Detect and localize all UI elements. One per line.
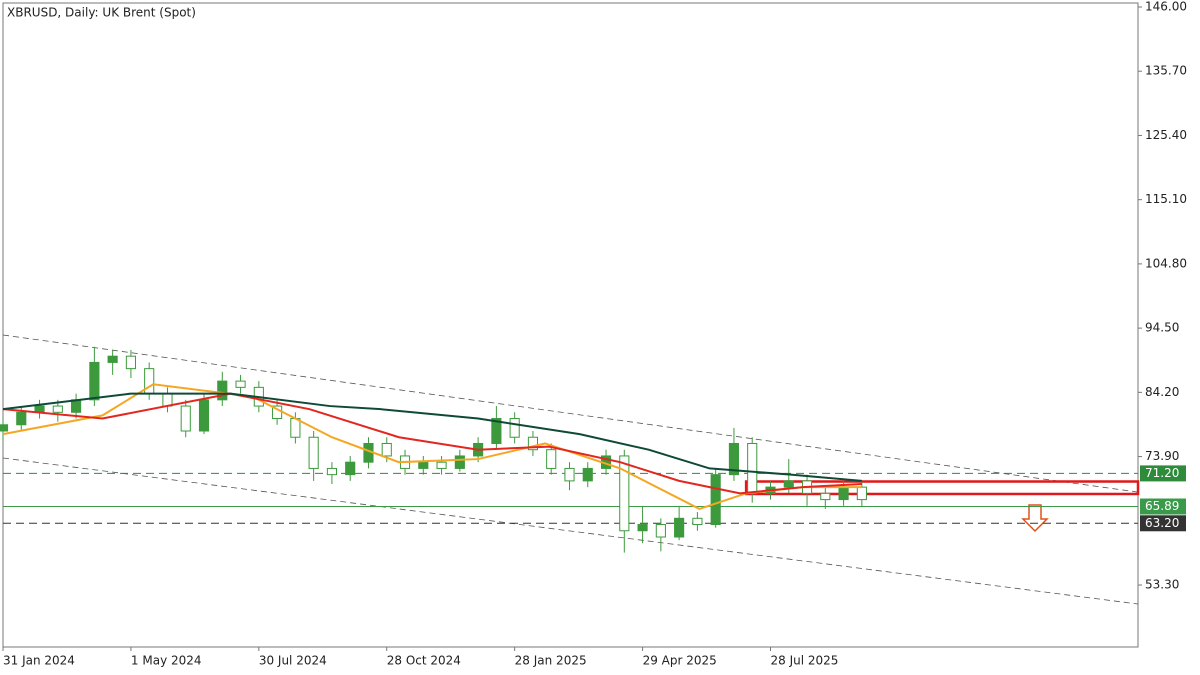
zone bbox=[744, 480, 1140, 496]
candle-body bbox=[290, 418, 301, 438]
candle-body bbox=[107, 355, 118, 363]
y-tick-label: 53.30 bbox=[1145, 578, 1179, 592]
candle-body bbox=[838, 486, 849, 501]
y-tick-label: 94.50 bbox=[1145, 321, 1179, 335]
x-tick-label: 1 May 2024 bbox=[131, 654, 202, 668]
candle-body bbox=[381, 442, 392, 457]
moving-average bbox=[2, 392, 862, 495]
channel-line bbox=[2, 457, 1139, 605]
candle-body bbox=[308, 436, 319, 469]
candle-body bbox=[418, 461, 429, 469]
candle-body bbox=[235, 380, 246, 388]
candle-body bbox=[16, 411, 27, 426]
candle-body bbox=[637, 524, 648, 532]
candle-body bbox=[527, 436, 539, 451]
candle-body bbox=[655, 524, 666, 538]
y-tick-label: 104.80 bbox=[1145, 256, 1187, 270]
level-label: 63.20 bbox=[1145, 516, 1179, 530]
candle-body bbox=[0, 424, 9, 432]
candle-body bbox=[162, 393, 173, 407]
x-tick-label: 30 Jul 2024 bbox=[259, 654, 327, 668]
candle-body bbox=[217, 380, 228, 401]
x-tick-label: 31 Jan 2024 bbox=[3, 654, 75, 668]
chart-title: XBRUSD, Daily: UK Brent (Spot) bbox=[7, 6, 196, 20]
candle-body bbox=[454, 455, 465, 469]
candle-body bbox=[856, 486, 867, 501]
candle-body bbox=[582, 467, 593, 482]
candle-body bbox=[345, 461, 356, 476]
candle-body bbox=[710, 474, 721, 526]
candle-body bbox=[509, 418, 520, 438]
candle-body bbox=[71, 399, 82, 413]
candle-body bbox=[326, 467, 337, 476]
x-tick-label: 28 Jul 2025 bbox=[770, 654, 838, 668]
moving-average bbox=[2, 392, 862, 482]
y-tick-label: 146.00 bbox=[1145, 0, 1187, 13]
candle-body bbox=[52, 405, 63, 413]
level-label: 71.20 bbox=[1145, 466, 1179, 480]
y-tick-label: 115.10 bbox=[1145, 192, 1187, 206]
candle-body bbox=[491, 418, 502, 444]
candle-body bbox=[89, 361, 100, 401]
candle-body bbox=[820, 492, 831, 501]
x-tick-label: 28 Jan 2025 bbox=[515, 654, 587, 668]
candle-body bbox=[747, 442, 758, 494]
candle-body bbox=[674, 517, 685, 538]
level-label-bg bbox=[1140, 465, 1186, 482]
y-tick-label: 73.90 bbox=[1145, 449, 1179, 463]
candle-body bbox=[546, 449, 557, 469]
level-label-bg bbox=[1140, 498, 1186, 515]
candle-body bbox=[619, 455, 630, 532]
x-tick-label: 28 Oct 2024 bbox=[387, 654, 461, 668]
y-tick-label: 84.20 bbox=[1145, 385, 1179, 399]
level-label-bg bbox=[1140, 515, 1186, 532]
candle-body bbox=[198, 399, 210, 432]
candle-body bbox=[125, 355, 136, 370]
candle-body bbox=[728, 442, 740, 476]
channel-line bbox=[2, 334, 1139, 493]
plot-frame bbox=[2, 2, 1139, 648]
x-tick-label: 29 Apr 2025 bbox=[643, 654, 717, 668]
candle-body bbox=[180, 405, 191, 432]
level-label: 65.89 bbox=[1145, 499, 1179, 513]
y-tick-label: 125.40 bbox=[1145, 128, 1187, 142]
candle-body bbox=[692, 517, 703, 526]
down-arrow bbox=[1021, 504, 1049, 533]
candle-body bbox=[564, 467, 575, 482]
y-tick-label: 135.70 bbox=[1145, 64, 1187, 78]
candle-body bbox=[783, 480, 794, 488]
candle-body bbox=[436, 461, 447, 469]
